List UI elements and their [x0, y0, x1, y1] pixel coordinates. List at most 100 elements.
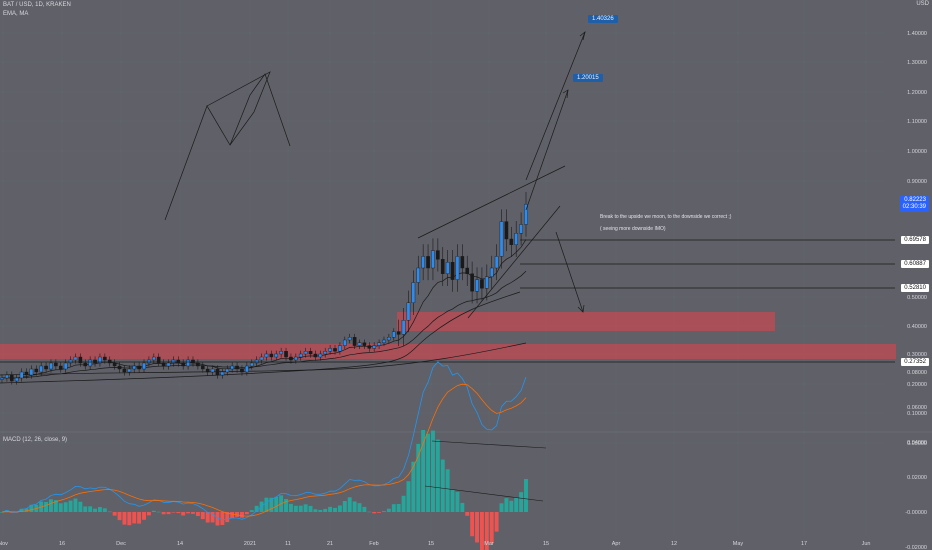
price-tick-label: 0.50000 — [907, 295, 927, 301]
macd-histogram-bar — [181, 512, 186, 516]
macd-histogram-bar — [249, 510, 254, 512]
candle-body — [382, 339, 386, 343]
macd-tick-label: 0.04000 — [907, 440, 927, 446]
candle-body — [396, 331, 401, 335]
macd-histogram-bar — [308, 505, 313, 512]
macd-histogram-bar — [191, 512, 195, 514]
macd-histogram-bar — [161, 512, 166, 515]
candle-body — [450, 262, 455, 280]
macd-histogram-bar — [426, 433, 431, 512]
candle-body — [215, 368, 220, 376]
target-label-1[interactable]: 1.40326 — [588, 15, 618, 23]
candle-body — [499, 221, 504, 257]
candle-body — [249, 362, 254, 367]
macd-title[interactable]: MACD (12, 26, close, 9) — [3, 437, 68, 443]
horizontal-levels — [0, 239, 895, 363]
candle-body — [411, 282, 416, 303]
level-label-3: 0.52810 — [901, 284, 929, 292]
price-axis: 1.40000 1.30000 1.20000 1.10000 1.00000 0.900… — [907, 31, 927, 447]
macd-histogram-bar — [107, 511, 112, 513]
macd-histogram-bar — [44, 501, 49, 512]
macd-histogram-bar — [186, 512, 191, 514]
time-tick-label: 2021 — [244, 541, 256, 547]
signal-line — [1, 383, 527, 517]
candle-body — [323, 351, 328, 355]
macd-histogram-bar — [416, 443, 421, 512]
support-zone — [0, 344, 896, 359]
candle-body — [58, 365, 63, 370]
candle-body — [171, 359, 176, 364]
price-tick-label: 1.00000 — [907, 149, 927, 155]
time-tick-label: Jun — [862, 541, 871, 547]
candle-body — [14, 377, 19, 382]
candle-body — [391, 331, 396, 338]
candle-body — [298, 353, 303, 358]
macd-histogram-bar — [225, 512, 230, 523]
candle-body — [480, 279, 484, 289]
candle-body — [342, 339, 347, 346]
candle-body — [254, 359, 259, 364]
candle-body — [377, 342, 381, 346]
macd-histogram-bar — [58, 503, 63, 512]
macd-histogram-bar — [406, 481, 411, 512]
annotation-text-1[interactable]: Break to the upside we moon, to the down… — [600, 214, 732, 220]
resistance-zone — [397, 312, 775, 331]
candle-body — [122, 368, 127, 373]
level-label-4: 0.27352 — [901, 358, 929, 366]
downside-arrow — [555, 231, 584, 313]
candle-body — [5, 374, 9, 379]
macd-histogram-bar — [328, 506, 333, 512]
macd-tick-label: 0.08000 — [907, 370, 927, 376]
candle-body — [166, 362, 171, 367]
candle-body — [269, 353, 274, 358]
candle-body — [421, 256, 425, 269]
macd-histogram-bar — [514, 497, 519, 512]
grid-lines — [0, 0, 885, 535]
indicator-legend[interactable]: EMA, MA — [3, 11, 29, 17]
annotation-text-2[interactable]: ( seeing more downside IMO) — [600, 226, 666, 232]
channel-upper — [417, 165, 566, 239]
candle-body — [338, 345, 342, 352]
candle-body — [313, 353, 318, 358]
candle-body — [73, 356, 78, 361]
macd-histogram-bar — [220, 512, 225, 525]
candle-body — [44, 365, 48, 370]
candle-body — [181, 362, 186, 367]
macd-histogram-bar — [460, 502, 465, 512]
price-tick-label: 0.40000 — [907, 324, 927, 330]
level-label-1: 0.69578 — [901, 236, 929, 244]
target-label-2[interactable]: 1.20015 — [573, 74, 603, 82]
macd-histogram-bar — [205, 512, 210, 523]
candle-body — [161, 362, 166, 367]
candle-body — [485, 276, 489, 289]
macd-histogram-bar — [151, 510, 156, 512]
macd-histogram-bar — [318, 509, 323, 512]
price-tick-label: 1.40000 — [907, 31, 927, 37]
candle-body — [34, 368, 39, 373]
candle-body — [200, 365, 205, 370]
candle-body — [245, 365, 249, 373]
macd-histogram-bar — [264, 497, 269, 512]
macd-histogram-bar — [484, 512, 489, 550]
macd-histogram-bar — [200, 512, 205, 520]
symbol-title[interactable]: BAT / USD, 1D, KRAKEN — [3, 2, 71, 8]
candle-body — [524, 203, 528, 225]
macd-histogram-bar — [288, 503, 293, 512]
macd-histogram-bar — [357, 503, 362, 512]
macd-histogram-bar — [244, 512, 249, 515]
macd-histogram-bar — [0, 512, 4, 513]
candle-body — [440, 259, 445, 274]
time-tick-label: 17 — [801, 541, 807, 547]
macd-histogram-bar — [303, 504, 308, 512]
candle-body — [93, 359, 97, 364]
macd-histogram-bar — [210, 512, 215, 523]
macd-histogram-bar — [102, 508, 107, 512]
candle-body — [19, 371, 24, 379]
candle-body — [401, 320, 406, 335]
macd-histogram-bar — [499, 503, 504, 512]
target-arrow-2 — [525, 31, 586, 181]
time-tick-label: Apr — [612, 541, 621, 547]
macd-histogram-bar — [88, 506, 93, 512]
candle-body — [494, 256, 499, 269]
